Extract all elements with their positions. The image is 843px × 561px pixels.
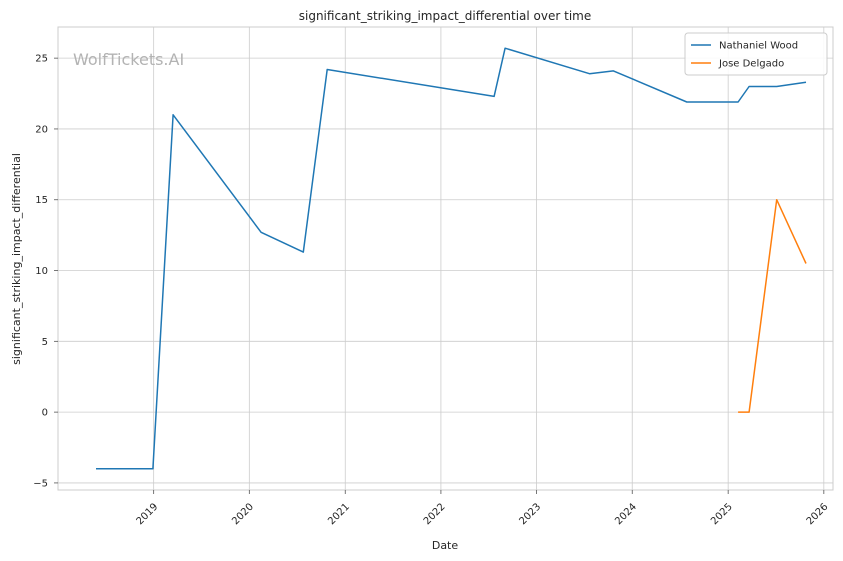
series-lines — [96, 47, 807, 470]
legend-label: Nathaniel Wood — [719, 41, 798, 52]
x-axis-label: Date — [432, 539, 459, 552]
plot-frame — [57, 26, 834, 491]
legend: Nathaniel Wood Jose Delgado — [684, 32, 828, 76]
y-tick-label: 15 — [35, 195, 48, 206]
y-tick-label: 20 — [35, 124, 48, 135]
y-axis-ticks: −5 0 5 10 15 20 25 — [33, 54, 58, 489]
y-tick-label: 5 — [42, 337, 48, 348]
series-line-0 — [96, 47, 807, 470]
grid — [58, 27, 833, 490]
chart-title: significant_striking_impact_differential… — [299, 9, 591, 23]
legend-box — [684, 32, 828, 76]
y-tick-label: 25 — [35, 54, 48, 65]
y-tick-label: −5 — [33, 478, 48, 489]
y-tick-label: 10 — [35, 266, 48, 277]
watermark-text: WolfTickets.AI — [73, 50, 184, 69]
y-axis-label: significant_striking_impact_differential — [10, 153, 23, 365]
y-tick-label: 0 — [42, 408, 48, 419]
series-line-1 — [738, 198, 807, 413]
legend-label: Jose Delgado — [718, 59, 784, 70]
